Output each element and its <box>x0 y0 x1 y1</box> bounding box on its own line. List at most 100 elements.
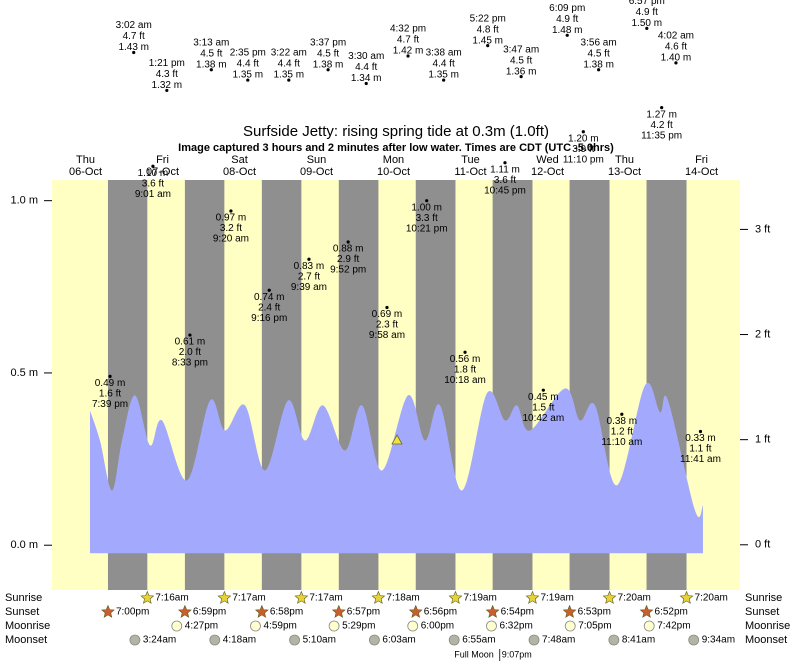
tide-label: 9:39 am <box>291 282 327 293</box>
tide-label: 3:13 am <box>193 37 229 48</box>
sunrise-icon <box>294 590 309 604</box>
tide-point <box>326 68 330 72</box>
tide-point <box>519 75 523 79</box>
day-date: 07-Oct <box>146 166 179 178</box>
sunset-icon <box>101 604 115 618</box>
tide-point <box>565 33 569 37</box>
tide-point <box>151 164 155 168</box>
day-name: Tue <box>461 154 480 166</box>
tide-label: 1.6 ft <box>99 389 121 400</box>
tide-label: 1.2 ft <box>611 426 633 437</box>
tide-label: 3.6 ft <box>494 175 516 186</box>
row-label: Sunrise <box>745 592 782 604</box>
sunrise-time: 7:17am <box>232 593 265 604</box>
sunset-time: 6:57pm <box>347 607 380 618</box>
tide-label: 2.3 ft <box>376 320 398 331</box>
tide-label: 3:02 am <box>116 20 152 31</box>
moonrise-icon <box>486 620 497 632</box>
tide-label: 0.56 m <box>450 354 481 365</box>
tide-label: 1.45 m <box>472 35 503 46</box>
tide-point <box>541 388 545 392</box>
tide-label: 4.9 ft <box>556 14 578 25</box>
moonset-icon <box>448 634 460 646</box>
tide-label: 3.9 ft <box>572 144 594 155</box>
y-tick-label: 1.0 m <box>10 195 38 207</box>
day-name: Thu <box>615 154 634 166</box>
day-date: 09-Oct <box>300 166 333 178</box>
tide-label: 11:41 am <box>680 454 721 465</box>
moonrise-time: 7:05pm <box>578 621 611 632</box>
moonset-icon <box>289 634 300 646</box>
tide-point <box>229 209 233 213</box>
sunset-icon <box>177 604 192 618</box>
day-name: Fri <box>695 154 708 166</box>
tide-label: 3:56 am <box>581 37 617 48</box>
tide-label: 1.35 m <box>232 70 263 81</box>
moonset-time: 7:48am <box>542 635 575 646</box>
row-label: Sunset <box>745 606 779 618</box>
sunset-icon <box>562 604 577 618</box>
sunrise-icon <box>371 590 386 604</box>
tide-label: 1.20 m <box>568 133 599 144</box>
tide-point <box>406 54 410 58</box>
tide-label: 1.43 m <box>118 42 149 53</box>
moonset-time: 6:55am <box>462 635 495 646</box>
moonrise-time: 5:29pm <box>342 621 375 632</box>
tide-label: 10:45 pm <box>484 185 526 196</box>
tide-label: 9:16 pm <box>251 313 287 324</box>
tide-label: 11:10 pm <box>563 154 604 165</box>
tide-label: 3:38 am <box>426 48 462 59</box>
tide-label: 3:30 am <box>348 51 384 62</box>
tide-label: 0.49 m <box>95 378 126 389</box>
moonset-icon <box>528 634 540 646</box>
tide-label: 2:35 pm <box>230 48 266 59</box>
tide-label: 1.38 m <box>313 59 344 70</box>
tide-point <box>165 88 169 93</box>
sunset-time: 6:56pm <box>424 607 457 618</box>
tide-label: 1.35 m <box>274 70 305 81</box>
tide-point <box>287 78 291 82</box>
tide-label: 1.42 m <box>393 46 424 57</box>
chart-title: Surfside Jetty: rising spring tide at 0.… <box>243 123 549 140</box>
row-label: Sunset <box>5 606 39 618</box>
moonrise-time: 6:00pm <box>421 621 454 632</box>
tide-label: 4.5 ft <box>317 48 339 59</box>
tide-label: 0.61 m <box>175 337 206 348</box>
tide-label: 0.97 m <box>216 213 247 224</box>
tide-label: 1.40 m <box>661 52 692 63</box>
plot-area <box>52 180 740 590</box>
moonset-icon <box>129 634 141 646</box>
moonset-icon <box>688 634 700 646</box>
tide-label: 3:37 pm <box>310 37 346 48</box>
labels: 0.0 m 0.5 m 1.0 m 0 ft 1 ft 2 ft 3 ft Sunrise Su… <box>5 0 790 661</box>
tide-point <box>486 44 490 48</box>
tide-label: 2.4 ft <box>258 302 280 313</box>
day-date: 06-Oct <box>69 166 102 178</box>
moonset-icon <box>369 634 380 646</box>
moonset-time: 9:34am <box>702 635 735 646</box>
tide-label: 3:47 am <box>503 44 539 55</box>
tide-label: 9:52 pm <box>330 265 366 276</box>
sunrise-icon <box>602 590 617 604</box>
day-date: 11-Oct <box>454 166 486 178</box>
sunset-icon <box>485 604 500 618</box>
tide-label: 3.6 ft <box>142 178 164 189</box>
tide-point <box>364 81 368 86</box>
moonrise-time: 6:32pm <box>499 621 532 632</box>
tide-point <box>463 350 467 354</box>
day-name: Wed <box>536 154 558 166</box>
sunrise-icon <box>140 590 155 604</box>
tide-label: 1.1 ft <box>689 444 711 455</box>
full-moon-time: 9:07pm <box>502 649 532 659</box>
tide-label: 1.00 m <box>411 202 442 213</box>
day-date: 14-Oct <box>685 166 718 178</box>
y2-tick-label: 3 ft <box>755 223 770 235</box>
tide-label: 11:35 pm <box>641 130 682 141</box>
sunset-time: 6:52pm <box>655 607 688 618</box>
y-tick-label: 0.5 m <box>10 367 38 379</box>
moonrise-icon <box>328 620 340 632</box>
tide-label: 1.35 m <box>428 70 459 81</box>
tide-label: 10:18 am <box>444 375 486 386</box>
sunrise-time: 7:20am <box>695 593 728 604</box>
day-name: Fri <box>156 154 169 166</box>
